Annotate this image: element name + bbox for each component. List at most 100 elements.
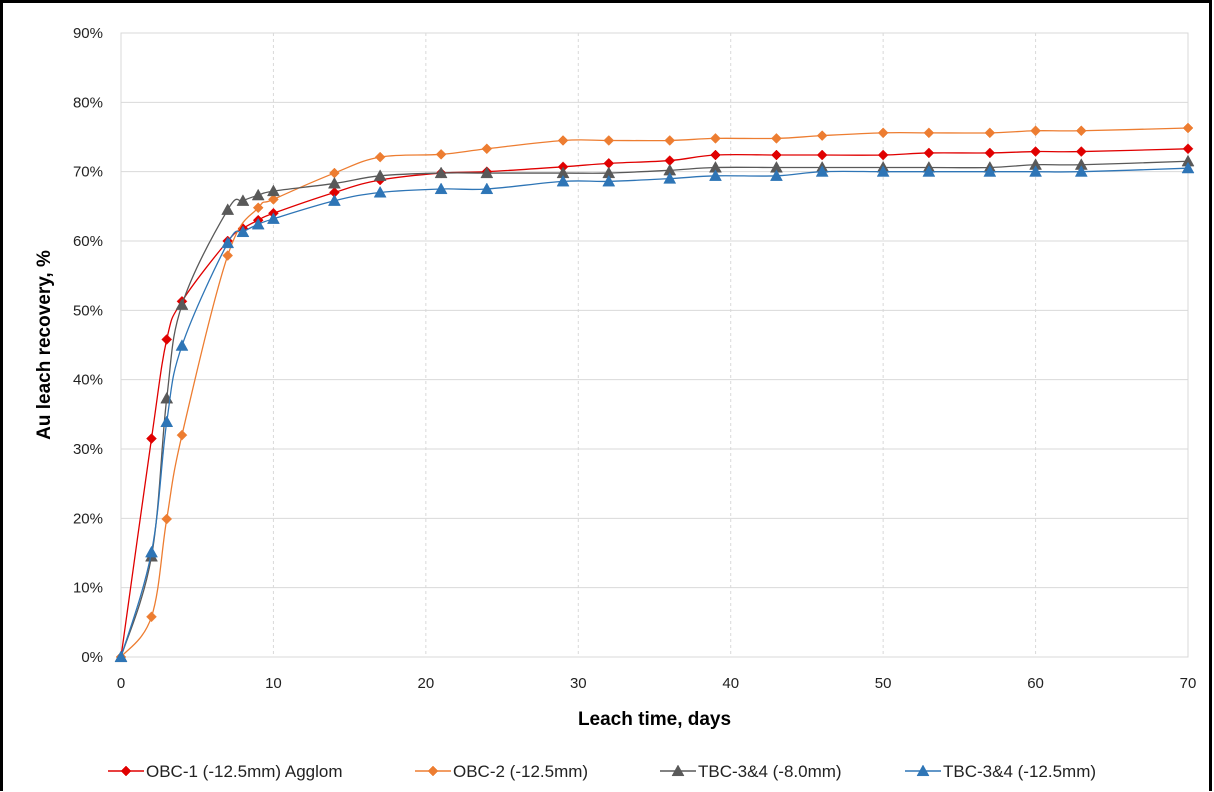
data-point	[481, 143, 493, 155]
data-point	[221, 236, 235, 249]
data-point	[771, 149, 782, 161]
data-point	[771, 133, 782, 144]
series-line	[120, 167, 1189, 658]
data-point	[710, 133, 721, 144]
data-point	[709, 169, 722, 181]
data-point	[160, 415, 174, 428]
y-axis-tick-labels: 0% 10% 20% 30% 40% 50% 60% 70% 80% 90%	[73, 25, 103, 666]
data-point	[603, 135, 615, 146]
data-point	[770, 169, 783, 181]
data-point	[329, 167, 340, 179]
legend-item: TBC-3&4 (-8.0mm)	[660, 762, 842, 781]
data-point	[877, 149, 889, 161]
y-tick-label: 80%	[73, 94, 103, 111]
data-point	[664, 135, 676, 146]
data-point	[268, 194, 279, 205]
data-point	[1182, 122, 1194, 134]
data-point	[176, 429, 188, 441]
data-point	[1030, 146, 1041, 157]
data-point	[877, 127, 889, 139]
x-tick-label: 70	[1180, 675, 1197, 692]
series-lines	[114, 122, 1195, 663]
data-point	[175, 298, 189, 310]
data-point	[1075, 146, 1087, 157]
data-point	[161, 334, 173, 345]
data-point	[222, 250, 234, 261]
x-tick-label: 40	[722, 675, 739, 692]
data-point	[1182, 143, 1194, 155]
data-point	[480, 182, 494, 195]
legend-marker	[120, 765, 132, 777]
legend-label: OBC-1 (-12.5mm) Agglom	[146, 762, 343, 781]
y-tick-label: 40%	[73, 372, 103, 389]
data-point	[145, 545, 158, 558]
y-tick-label: 30%	[73, 441, 103, 458]
y-tick-label: 20%	[73, 510, 103, 527]
data-point	[602, 174, 616, 187]
data-point	[327, 176, 341, 189]
legend-item: OBC-2 (-12.5mm)	[415, 762, 588, 781]
data-point	[984, 147, 996, 159]
legend-marker	[916, 764, 930, 777]
x-tick-label: 10	[265, 675, 282, 692]
data-point	[114, 650, 128, 663]
data-point	[1030, 125, 1041, 137]
data-point	[373, 185, 387, 198]
data-point	[816, 149, 828, 161]
data-point	[236, 194, 250, 206]
data-point	[1075, 125, 1087, 137]
series-3	[114, 154, 1195, 663]
data-point	[435, 148, 447, 160]
legend-label: TBC-3&4 (-12.5mm)	[943, 762, 1096, 781]
data-point	[983, 165, 997, 177]
series-line	[120, 148, 1189, 658]
series-4	[114, 161, 1195, 663]
legend-item: TBC-3&4 (-12.5mm)	[905, 762, 1096, 781]
y-axis-title: Au leach recovery, %	[34, 250, 55, 440]
data-point	[1029, 165, 1042, 177]
data-point	[710, 149, 721, 161]
data-point	[434, 166, 448, 179]
plot-area-border	[120, 32, 1189, 658]
data-point	[252, 202, 264, 214]
x-tick-label: 20	[418, 675, 435, 692]
x-axis-tick-labels: 0 10 20 30 40 50 60 70	[117, 675, 1197, 692]
data-point	[815, 165, 829, 177]
data-point	[267, 212, 280, 224]
data-point	[663, 172, 677, 184]
data-point	[175, 339, 189, 351]
series-line	[120, 127, 1189, 658]
y-tick-label: 50%	[73, 302, 103, 319]
legend: OBC-1 (-12.5mm) Agglom OBC-2 (-12.5mm) TBC…	[108, 762, 1096, 781]
data-point	[557, 135, 569, 146]
data-point	[221, 203, 235, 215]
data-point	[556, 174, 570, 187]
x-tick-label: 30	[570, 675, 587, 692]
data-point	[922, 165, 936, 177]
legend-marker	[427, 765, 439, 777]
data-point	[251, 188, 265, 201]
data-point	[1074, 165, 1088, 177]
data-point	[251, 217, 265, 230]
grid-lines	[120, 32, 1189, 658]
data-point	[146, 611, 157, 623]
series-line	[120, 160, 1189, 658]
legend-label: TBC-3&4 (-8.0mm)	[698, 762, 842, 781]
data-point	[923, 147, 935, 159]
data-point	[1181, 161, 1195, 174]
x-axis-title: Leach time, days	[578, 709, 731, 730]
legend-marker	[671, 764, 685, 777]
data-point	[373, 169, 387, 181]
x-tick-label: 0	[117, 675, 125, 692]
data-point	[161, 513, 173, 525]
y-tick-label: 60%	[73, 233, 103, 250]
y-tick-label: 10%	[73, 580, 103, 597]
data-point	[146, 433, 157, 444]
legend-label: OBC-2 (-12.5mm)	[453, 762, 588, 781]
data-point	[923, 127, 935, 139]
legend-item: OBC-1 (-12.5mm) Agglom	[108, 762, 343, 781]
data-point	[267, 184, 280, 197]
data-point	[327, 194, 341, 206]
data-point	[876, 165, 890, 177]
